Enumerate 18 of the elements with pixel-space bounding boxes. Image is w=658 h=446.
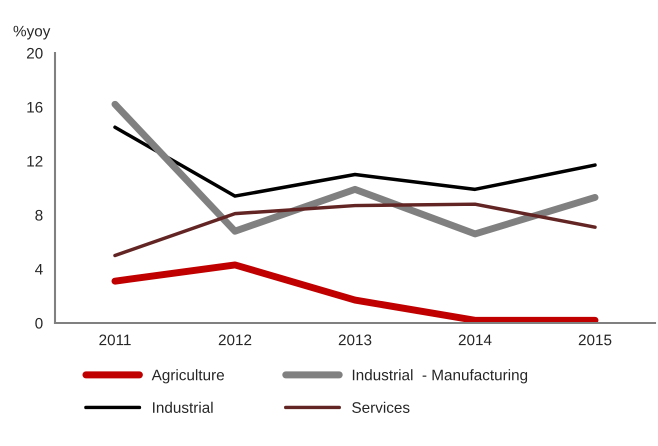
- legend-label: Industrial: [153, 402, 213, 413]
- legend-label: Industrial - Manufacturing: [352, 369, 528, 384]
- line-series: [113, 126, 597, 198]
- x-tick-label: 2014: [458, 334, 492, 346]
- x-tick-label: 2015: [578, 334, 612, 346]
- legend-label: Agriculture: [152, 369, 224, 384]
- y-tick-label: 12: [27, 156, 42, 167]
- legend-label: Services: [352, 402, 410, 413]
- y-tick-label: 8: [35, 210, 43, 221]
- y-axis-title: %yoy: [14, 26, 50, 40]
- x-tick-label: 2011: [99, 334, 131, 346]
- y-tick-label: 4: [35, 264, 43, 275]
- x-tick-label: 2013: [338, 334, 372, 346]
- x-tick-label: 2012: [218, 334, 252, 346]
- y-tick-label: 0: [35, 318, 43, 329]
- line-series: [113, 202, 597, 258]
- y-tick-label: 20: [26, 48, 43, 59]
- y-tick-label: 16: [27, 102, 43, 113]
